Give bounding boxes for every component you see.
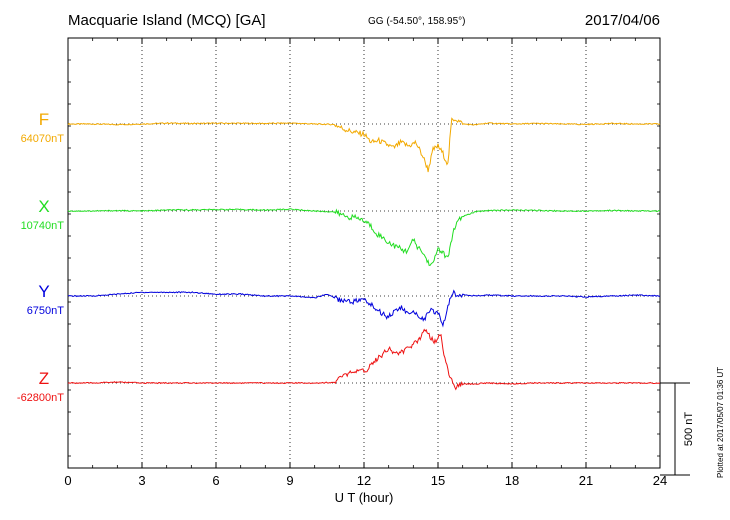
baseline-label-x: 10740nT bbox=[21, 220, 65, 232]
x-tick-label: 24 bbox=[653, 473, 667, 488]
baseline-label-z: -62800nT bbox=[17, 392, 64, 404]
station-coordinates: GG (-54.50°, 158.95°) bbox=[368, 16, 466, 27]
x-tick-label: 9 bbox=[286, 473, 293, 488]
station-title: Macquarie Island (MCQ) [GA] bbox=[68, 12, 266, 29]
series-line-x bbox=[67, 208, 661, 266]
series-name-f: F bbox=[39, 110, 49, 129]
date-label: 2017/04/06 bbox=[584, 12, 660, 29]
baseline-label-y: 6750nT bbox=[27, 305, 65, 317]
x-tick-label: 3 bbox=[138, 473, 145, 488]
scale-bar-label: 500 nT bbox=[683, 412, 695, 447]
x-tick-label: 15 bbox=[431, 473, 445, 488]
x-axis-label: U T (hour) bbox=[335, 490, 394, 505]
x-tick-label: 0 bbox=[64, 473, 71, 488]
series-name-y: Y bbox=[38, 282, 49, 301]
x-tick-label: 18 bbox=[505, 473, 519, 488]
series-name-z: Z bbox=[39, 369, 49, 388]
series-line-f bbox=[67, 117, 661, 173]
x-tick-label: 12 bbox=[357, 473, 371, 488]
series-line-y bbox=[68, 289, 661, 328]
series-name-x: X bbox=[38, 197, 49, 216]
series-line-z bbox=[67, 328, 661, 391]
x-tick-label: 6 bbox=[212, 473, 219, 488]
x-tick-label: 21 bbox=[579, 473, 593, 488]
baseline-label-f: 64070nT bbox=[21, 133, 65, 145]
